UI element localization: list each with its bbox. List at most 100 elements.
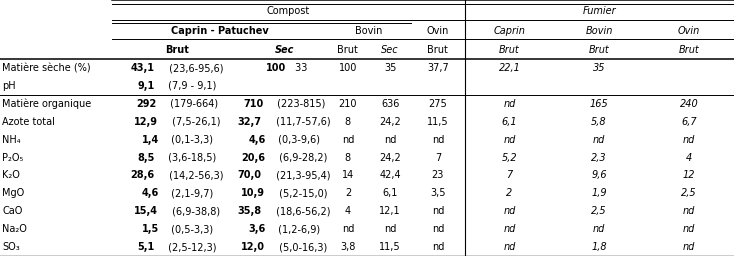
Text: 8: 8 [345, 117, 351, 127]
Text: 32,7: 32,7 [237, 117, 261, 127]
Text: 2,5: 2,5 [681, 188, 697, 198]
Text: 9,1: 9,1 [137, 81, 155, 91]
Text: 8,5: 8,5 [137, 153, 155, 163]
Text: 1,4: 1,4 [142, 135, 159, 145]
Text: 710: 710 [243, 99, 264, 109]
Text: (0,1-3,3): (0,1-3,3) [168, 135, 213, 145]
Text: 22,1: 22,1 [498, 63, 520, 73]
Text: nd: nd [683, 135, 695, 145]
Text: nd: nd [432, 135, 444, 145]
Text: nd: nd [384, 224, 396, 234]
Text: (2,1-9,7): (2,1-9,7) [168, 188, 213, 198]
Text: (0,5-3,3): (0,5-3,3) [168, 224, 213, 234]
Text: 5,8: 5,8 [591, 117, 607, 127]
Text: 43,1: 43,1 [130, 63, 154, 73]
Text: (21,3-95,4): (21,3-95,4) [273, 170, 331, 180]
Text: 275: 275 [429, 99, 447, 109]
Text: Brut: Brut [499, 45, 520, 55]
Text: 7: 7 [435, 153, 441, 163]
Text: (18,6-56,2): (18,6-56,2) [274, 206, 331, 216]
Text: 28,6: 28,6 [130, 170, 154, 180]
Text: (223-815): (223-815) [274, 99, 325, 109]
Text: 12,1: 12,1 [379, 206, 401, 216]
Text: Brut: Brut [589, 45, 609, 55]
Text: Brut: Brut [338, 45, 358, 55]
Text: Brut: Brut [427, 45, 448, 55]
Text: (3,6-18,5): (3,6-18,5) [165, 153, 217, 163]
Text: 4,6: 4,6 [142, 188, 159, 198]
Text: 35,8: 35,8 [237, 206, 261, 216]
Text: Brut: Brut [678, 45, 700, 55]
Text: K₂O: K₂O [2, 170, 20, 180]
Text: 11,5: 11,5 [427, 117, 448, 127]
Text: 4: 4 [345, 206, 351, 216]
Text: pH: pH [2, 81, 16, 91]
Text: (23,6-95,6): (23,6-95,6) [166, 63, 224, 73]
Text: (14,2-56,3): (14,2-56,3) [167, 170, 224, 180]
Text: nd: nd [683, 224, 695, 234]
Text: Brut: Brut [165, 45, 189, 55]
Text: 35: 35 [384, 63, 396, 73]
Text: 70,0: 70,0 [237, 170, 261, 180]
Text: 11,5: 11,5 [379, 242, 401, 252]
Text: nd: nd [683, 206, 695, 216]
Text: 3,5: 3,5 [430, 188, 446, 198]
Text: 4: 4 [686, 153, 692, 163]
Text: 15,4: 15,4 [134, 206, 159, 216]
Text: nd: nd [593, 135, 605, 145]
Text: nd: nd [342, 135, 354, 145]
Text: 3,8: 3,8 [341, 242, 355, 252]
Text: 210: 210 [338, 99, 357, 109]
Text: (5,0-16,3): (5,0-16,3) [277, 242, 327, 252]
Text: (6,9-38,8): (6,9-38,8) [170, 206, 220, 216]
Text: 33: 33 [292, 63, 308, 73]
Text: nd: nd [504, 135, 515, 145]
Text: Matière sèche (%): Matière sèche (%) [2, 63, 91, 73]
Text: Sec: Sec [381, 45, 399, 55]
Text: P₂O₅: P₂O₅ [2, 153, 23, 163]
Text: Matière organique: Matière organique [2, 99, 92, 109]
Text: 14: 14 [342, 170, 354, 180]
Text: 24,2: 24,2 [379, 117, 401, 127]
Text: 6,1: 6,1 [501, 117, 517, 127]
Text: 2: 2 [506, 188, 512, 198]
Text: 292: 292 [137, 99, 156, 109]
Text: (7,5-26,1): (7,5-26,1) [169, 117, 221, 127]
Text: 3,6: 3,6 [249, 224, 266, 234]
Text: 2: 2 [345, 188, 351, 198]
Text: 12,9: 12,9 [134, 117, 158, 127]
Text: 240: 240 [680, 99, 698, 109]
Text: nd: nd [342, 224, 354, 234]
Text: nd: nd [432, 224, 444, 234]
Text: (0,3-9,6): (0,3-9,6) [275, 135, 320, 145]
Text: Bovin: Bovin [585, 26, 613, 36]
Text: (7,9 - 9,1): (7,9 - 9,1) [165, 81, 217, 91]
Text: SO₃: SO₃ [2, 242, 20, 252]
Text: 6,7: 6,7 [681, 117, 697, 127]
Text: Na₂O: Na₂O [2, 224, 27, 234]
Text: 8: 8 [345, 153, 351, 163]
Text: 37,7: 37,7 [427, 63, 448, 73]
Text: Compost: Compost [267, 6, 310, 16]
Text: 10,9: 10,9 [241, 188, 265, 198]
Text: (1,2-6,9): (1,2-6,9) [275, 224, 320, 234]
Text: CaO: CaO [2, 206, 23, 216]
Text: 100: 100 [338, 63, 357, 73]
Text: nd: nd [432, 242, 444, 252]
Text: 5,2: 5,2 [501, 153, 517, 163]
Text: Sec: Sec [275, 45, 294, 55]
Text: 165: 165 [589, 99, 608, 109]
Text: NH₄: NH₄ [2, 135, 21, 145]
Text: Azote total: Azote total [2, 117, 55, 127]
Text: 636: 636 [381, 99, 399, 109]
Text: (11,7-57,6): (11,7-57,6) [273, 117, 331, 127]
Text: 1,9: 1,9 [591, 188, 607, 198]
Text: nd: nd [593, 224, 605, 234]
Text: 1,8: 1,8 [591, 242, 607, 252]
Text: 2,5: 2,5 [591, 206, 607, 216]
Text: nd: nd [384, 135, 396, 145]
Text: nd: nd [504, 242, 515, 252]
Text: 2,3: 2,3 [591, 153, 607, 163]
Text: Ovin: Ovin [426, 26, 449, 36]
Text: Bovin: Bovin [355, 26, 382, 36]
